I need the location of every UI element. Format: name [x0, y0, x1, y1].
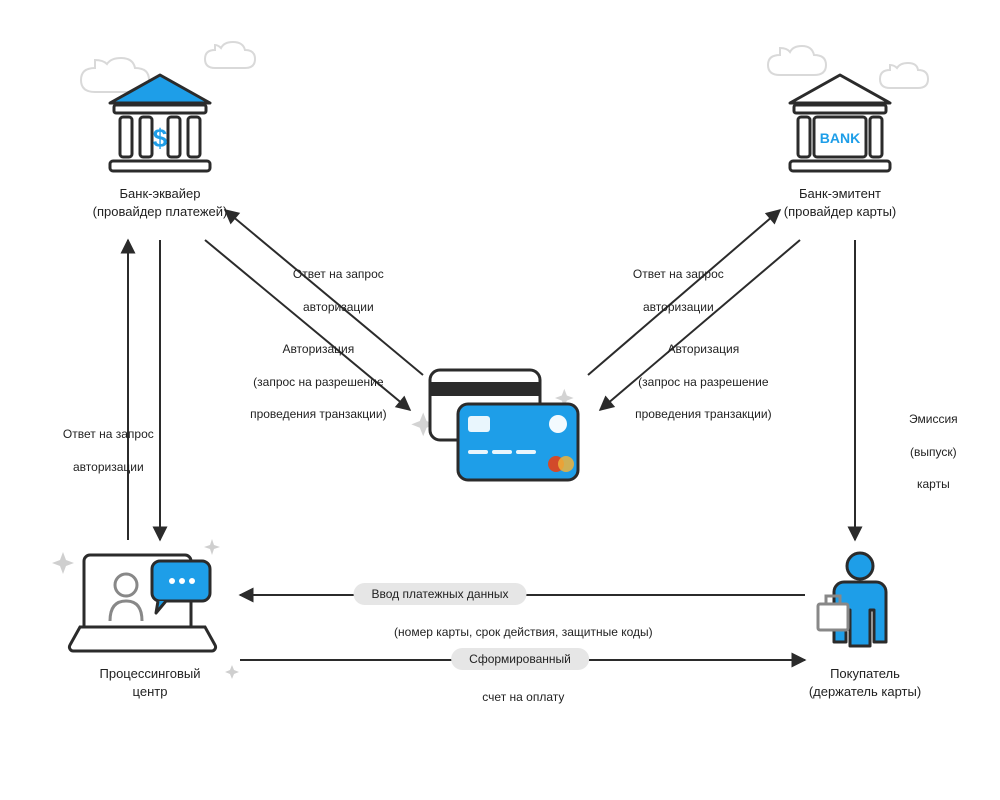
- acquirer-bank-icon: $: [110, 75, 210, 171]
- issuer-bank-icon: BANK: [790, 75, 890, 171]
- label-issuer-to-cust: Эмиссия (выпуск) карты: [870, 395, 990, 492]
- pill-proc-to-cust: Сформированный: [451, 648, 589, 670]
- processing-center-icon: [69, 555, 215, 651]
- issuer-label-line1: Банк-эмитент: [799, 186, 881, 201]
- label-acq-to-proc: Ответ на запрос авторизации: [25, 410, 185, 475]
- customer-label-line2: (держатель карты): [809, 684, 921, 699]
- customer-icon: [818, 553, 886, 646]
- processing-label: Процессинговый центр: [55, 665, 245, 700]
- processing-label-line1: Процессинговый: [100, 666, 201, 681]
- acquirer-label-line1: Банк-эквайер: [120, 186, 201, 201]
- customer-label-line1: Покупатель: [830, 666, 900, 681]
- issuer-label: Банк-эмитент (провайдер карты): [740, 185, 940, 220]
- processing-label-line2: центр: [133, 684, 168, 699]
- label-proc-to-cust: счет на оплату: [370, 673, 670, 705]
- label-cards-to-issuer: Ответ на запрос авторизации: [575, 250, 775, 315]
- label-issuer-to-cards: Авторизация (запрос на разрешение провед…: [595, 325, 805, 422]
- svg-text:$: $: [153, 123, 168, 153]
- label-cards-to-acq: Ответ на запрос авторизации: [235, 250, 435, 315]
- issuer-label-line2: (провайдер карты): [784, 204, 897, 219]
- customer-label: Покупатель (держатель карты): [770, 665, 960, 700]
- acquirer-label-line2: (провайдер платежей): [93, 204, 228, 219]
- label-acq-to-cards: Авторизация (запрос на разрешение провед…: [210, 325, 420, 422]
- label-cust-to-proc: (номер карты, срок действия, защитные ко…: [300, 608, 740, 640]
- cards-icon: VISA: [411, 370, 578, 480]
- cloud-decoration: [81, 42, 928, 92]
- acquirer-label: Банк-эквайер (провайдер платежей): [60, 185, 260, 220]
- pill-cust-to-proc: Ввод платежных данных: [354, 583, 527, 605]
- bank-text: BANK: [820, 130, 860, 146]
